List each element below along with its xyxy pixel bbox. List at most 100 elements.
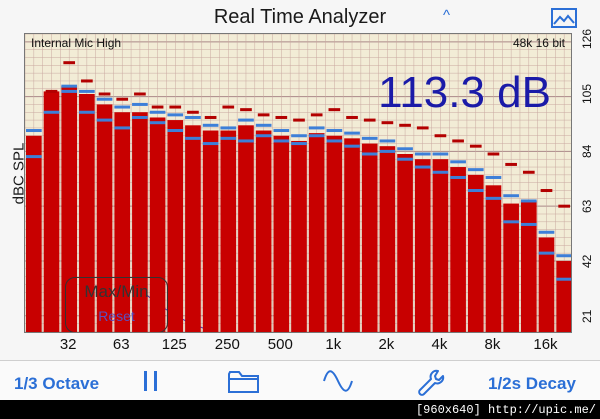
- average-upper-marker: [149, 110, 166, 114]
- spectrum-plot: Internal Mic High 48k 16 bit 113.3 dB Ma…: [24, 33, 572, 333]
- average-upper-marker: [167, 113, 184, 117]
- level-readout: 113.3 dB: [378, 68, 551, 117]
- average-upper-marker: [397, 147, 413, 151]
- peak-marker: [434, 134, 447, 138]
- x-tick-label: 1k: [325, 336, 342, 353]
- waveform-icon[interactable]: [322, 368, 354, 394]
- max-min-label: Max/Min: [84, 282, 149, 301]
- image-icon[interactable]: [551, 8, 577, 28]
- average-upper-marker: [326, 129, 343, 133]
- average-upper-marker: [273, 129, 290, 133]
- max-min-button[interactable]: Max/Min Reset: [65, 277, 168, 332]
- collapse-caret-icon[interactable]: ^: [443, 7, 451, 24]
- peak-marker: [469, 144, 482, 148]
- spectrum-bar: [291, 140, 307, 332]
- average-marker: [291, 142, 307, 146]
- average-marker: [450, 175, 466, 179]
- average-upper-marker: [379, 139, 396, 143]
- average-upper-marker: [538, 230, 555, 234]
- decay-button[interactable]: 1/2s Decay: [488, 374, 576, 393]
- average-marker: [344, 144, 360, 148]
- x-tick-label: 4k: [431, 336, 448, 353]
- x-axis-ticks: 32 63 125 250 500 1k 2k 4k 8k 16k: [24, 336, 572, 358]
- average-upper-marker: [450, 160, 466, 164]
- average-upper-marker: [414, 152, 431, 156]
- average-marker: [255, 134, 272, 138]
- watermark: [960x640] http://upic.me/: [0, 400, 600, 419]
- x-tick-label: 250: [214, 336, 240, 353]
- peak-marker: [169, 105, 182, 109]
- reset-button[interactable]: Reset: [98, 308, 135, 324]
- x-tick-label: 63: [112, 336, 130, 353]
- rta-screen: Real Time Analyzer ^ dBC SPL Internal Mi…: [0, 0, 600, 400]
- peak-marker: [187, 110, 199, 114]
- peak-marker: [204, 115, 217, 119]
- average-upper-marker: [96, 97, 113, 101]
- octave-button[interactable]: 1/3 Octave: [14, 374, 100, 393]
- average-marker: [485, 196, 502, 200]
- y-tick-label: 21: [580, 309, 594, 323]
- y-axis-ticks: 21 42 63 84 105 126: [574, 29, 600, 333]
- peak-marker: [505, 162, 517, 166]
- average-marker: [432, 170, 449, 174]
- y-tick-label: 42: [580, 254, 594, 268]
- average-upper-marker: [114, 105, 131, 109]
- x-tick-label: 125: [161, 336, 187, 353]
- average-upper-marker: [361, 136, 378, 140]
- spectrum-bar: [397, 154, 413, 332]
- average-upper-marker: [238, 118, 254, 122]
- peak-marker: [257, 113, 270, 117]
- average-marker: [238, 139, 254, 143]
- spectrum-bar: [361, 143, 378, 332]
- spectrum-bar: [273, 135, 290, 332]
- app-title: Real Time Analyzer: [213, 6, 387, 28]
- average-upper-marker: [291, 134, 307, 138]
- peak-marker: [399, 123, 411, 127]
- average-marker: [538, 251, 555, 255]
- peak-marker: [363, 118, 376, 122]
- spectrum-bar: [238, 125, 254, 332]
- average-upper-marker: [467, 168, 484, 172]
- average-marker: [114, 126, 131, 130]
- peak-marker: [416, 126, 429, 130]
- average-upper-marker: [503, 194, 519, 198]
- spectrum-bar: [43, 91, 60, 332]
- average-marker: [26, 155, 42, 159]
- average-marker: [185, 136, 201, 140]
- average-marker: [379, 149, 396, 153]
- spectrum-bar: [556, 260, 571, 332]
- peak-marker: [134, 92, 146, 96]
- folder-icon[interactable]: [227, 368, 261, 395]
- y-tick-label: 84: [580, 145, 594, 159]
- spectrum-bar: [503, 203, 519, 332]
- x-tick-label: 8k: [484, 336, 501, 353]
- peak-marker: [151, 105, 164, 109]
- average-marker: [273, 139, 290, 143]
- average-marker: [397, 157, 413, 161]
- peak-marker: [293, 118, 305, 122]
- x-tick-label: 16k: [533, 336, 558, 353]
- peak-marker: [346, 115, 358, 119]
- peak-marker: [98, 92, 111, 96]
- average-marker: [149, 121, 166, 125]
- wrench-icon[interactable]: [416, 368, 446, 396]
- x-tick-label: 2k: [378, 336, 395, 353]
- average-upper-marker: [202, 123, 219, 127]
- title-bar: Real Time Analyzer ^: [0, 0, 600, 34]
- spectrum-bar: [220, 130, 237, 332]
- average-marker: [132, 115, 148, 119]
- spectrum-bar: [308, 133, 325, 332]
- peak-marker: [275, 115, 288, 119]
- spectrum-bar: [344, 138, 360, 332]
- mic-source-label[interactable]: Internal Mic High: [31, 36, 122, 50]
- spectrum-bar: [379, 146, 396, 332]
- average-upper-marker: [485, 175, 502, 179]
- spectrum-bar: [79, 94, 95, 332]
- pause-icon[interactable]: [140, 368, 162, 394]
- bottom-toolbar: 1/3 Octave 1/2s Decay: [0, 360, 600, 400]
- spectrum-bar: [96, 104, 113, 332]
- average-upper-marker: [185, 115, 201, 119]
- average-marker: [467, 189, 484, 193]
- peak-marker: [63, 61, 76, 65]
- spectrum-bar: [432, 159, 449, 332]
